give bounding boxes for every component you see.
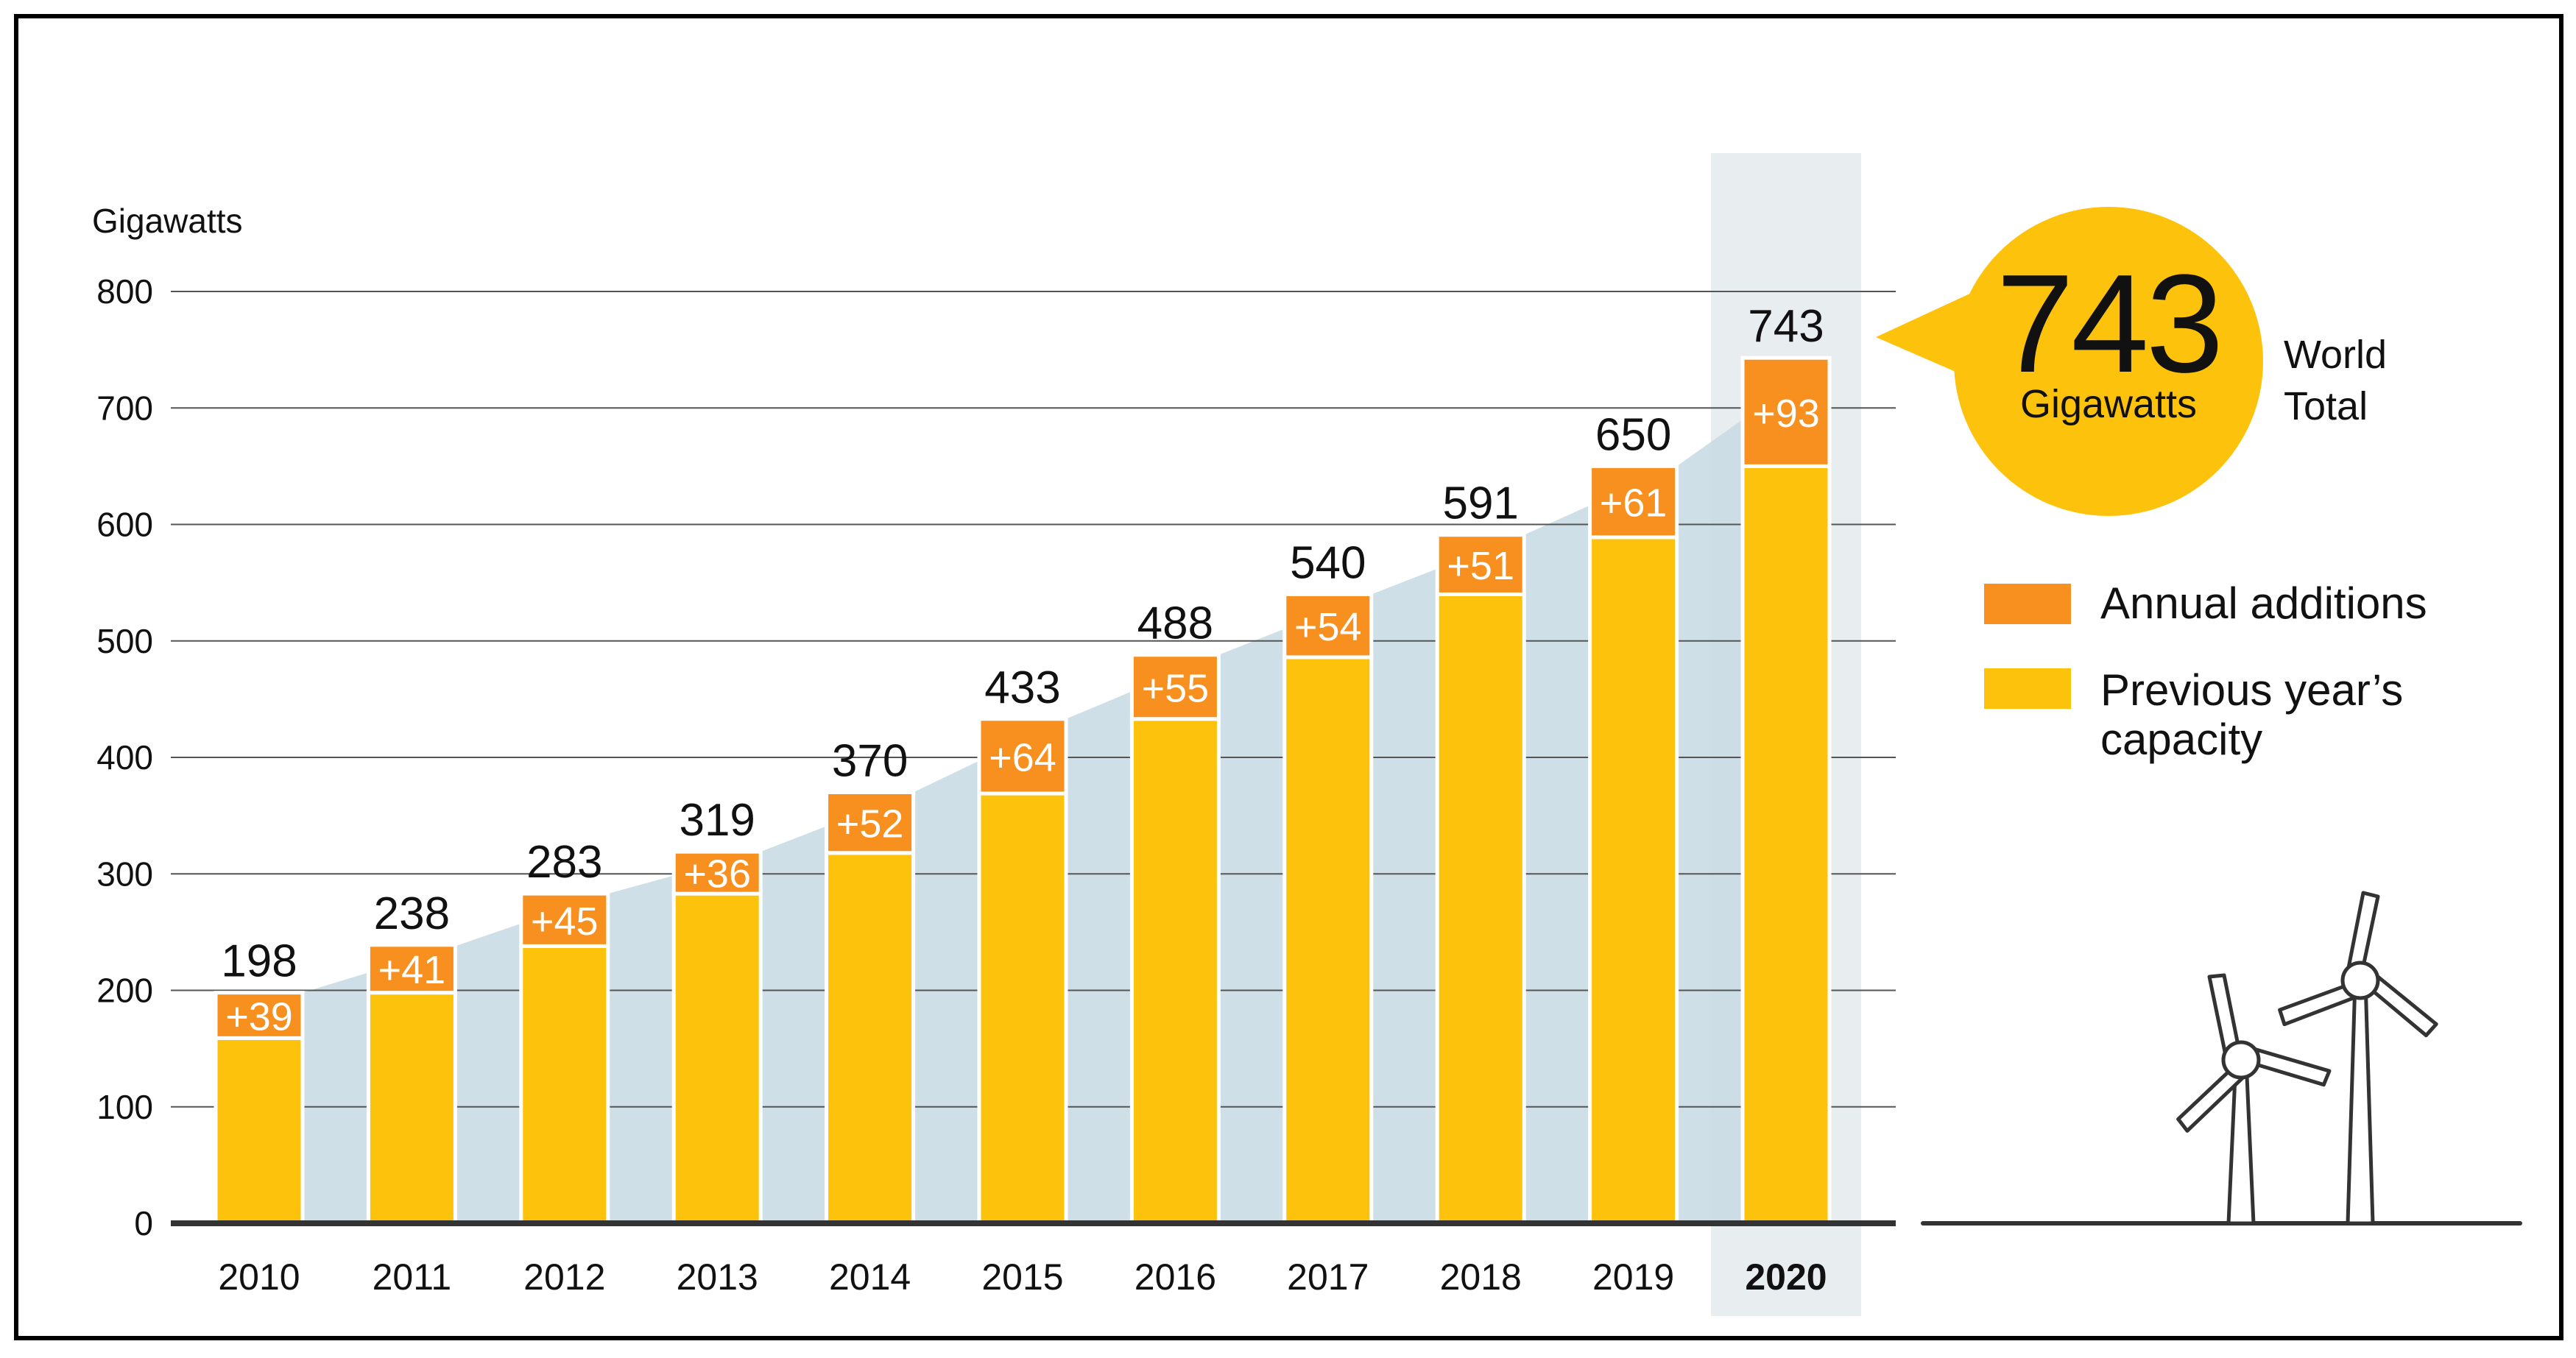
bar-previous-2018 xyxy=(1435,592,1526,1226)
y-axis-label: Gigawatts xyxy=(92,202,243,240)
x-tick-label-2017: 2017 xyxy=(1287,1256,1369,1298)
addition-label-2018: +51 xyxy=(1447,544,1514,588)
addition-label-2019: +61 xyxy=(1600,481,1668,526)
bar-annual-2013 xyxy=(671,849,763,896)
callout-value: 743 xyxy=(1996,246,2220,402)
bar-previous-2013 xyxy=(671,891,763,1226)
bar-annual-2012 xyxy=(519,891,610,948)
total-label-2020: 743 xyxy=(1748,301,1824,352)
total-label-2018: 591 xyxy=(1442,478,1518,529)
y-tick-label-800: 800 xyxy=(96,272,153,311)
bar-annual-2020 xyxy=(1740,356,1832,468)
x-tick-label-2010: 2010 xyxy=(218,1256,300,1298)
addition-label-2012: +45 xyxy=(531,899,599,944)
y-tick-label-500: 500 xyxy=(96,622,153,660)
x-tick-label-2013: 2013 xyxy=(677,1256,758,1298)
total-label-2015: 433 xyxy=(984,662,1060,713)
world-total-callout: 743 Gigawatts World Total xyxy=(1876,207,2387,516)
total-label-2019: 650 xyxy=(1595,409,1671,460)
total-label-2017: 540 xyxy=(1290,537,1366,588)
callout-label-line1: World xyxy=(2284,333,2387,377)
x-tick-label-2014: 2014 xyxy=(829,1256,911,1298)
bar-annual-2018 xyxy=(1435,533,1526,596)
total-label-2014: 370 xyxy=(832,735,908,786)
bar-annual-2016 xyxy=(1129,653,1221,721)
bar-annual-2019 xyxy=(1588,464,1679,540)
y-tick-label-400: 400 xyxy=(96,738,153,777)
bar-previous-2015 xyxy=(977,791,1068,1226)
y-tick-label-600: 600 xyxy=(96,506,153,544)
callout-unit: Gigawatts xyxy=(2020,382,2197,426)
x-tick-label-2011: 2011 xyxy=(373,1256,452,1298)
wind-turbines-illustration xyxy=(1921,891,2522,1226)
legend: Annual additions Previous year’s capacit… xyxy=(1984,579,2427,764)
x-tick-label-2015: 2015 xyxy=(981,1256,1063,1298)
callout-bubble xyxy=(1954,207,2263,516)
addition-label-2013: +36 xyxy=(683,852,751,897)
x-tick-label-2016: 2016 xyxy=(1135,1256,1216,1298)
total-label-2013: 319 xyxy=(679,795,755,846)
total-label-2016: 488 xyxy=(1137,598,1213,649)
legend-swatch-annual-additions xyxy=(1984,584,2071,624)
addition-label-2016: +55 xyxy=(1142,666,1210,710)
addition-label-2011: +41 xyxy=(378,948,446,992)
addition-label-2015: +64 xyxy=(989,735,1056,779)
wind-turbine-small-icon xyxy=(2176,973,2332,1226)
y-tick-label-300: 300 xyxy=(96,855,153,893)
bar-previous-2010 xyxy=(214,1036,305,1226)
total-label-2011: 238 xyxy=(374,888,450,939)
legend-label-previous-capacity-line1: Previous year’s xyxy=(2100,665,2403,715)
y-tick-label-200: 200 xyxy=(96,972,153,1010)
y-tick-label-700: 700 xyxy=(96,389,153,427)
legend-swatch-previous-capacity xyxy=(1984,668,2071,709)
bar-previous-2011 xyxy=(366,991,457,1226)
bar-annual-2011 xyxy=(366,943,457,995)
bar-previous-2017 xyxy=(1282,655,1374,1226)
legend-label-annual-additions: Annual additions xyxy=(2100,579,2427,628)
x-tick-label-2012: 2012 xyxy=(523,1256,605,1298)
bar-annual-2014 xyxy=(825,790,916,855)
bar-previous-2016 xyxy=(1129,717,1221,1226)
bar-annual-2017 xyxy=(1282,592,1374,659)
total-label-2010: 198 xyxy=(221,936,297,987)
x-tick-label-2020: 2020 xyxy=(1745,1256,1827,1298)
x-tick-label-2018: 2018 xyxy=(1440,1256,1522,1298)
bar-annual-2010 xyxy=(214,991,305,1040)
addition-label-2020: +93 xyxy=(1752,392,1820,436)
bar-annual-2015 xyxy=(977,717,1068,796)
bar-previous-2012 xyxy=(519,944,610,1226)
addition-label-2014: +52 xyxy=(836,802,904,846)
legend-label-previous-capacity-line2: capacity xyxy=(2100,715,2262,764)
wind-turbine-large-icon xyxy=(2278,891,2438,1226)
bar-previous-2019 xyxy=(1588,535,1679,1226)
total-label-2012: 283 xyxy=(526,837,602,888)
callout-label-line2: Total xyxy=(2284,384,2368,428)
x-tick-label-2019: 2019 xyxy=(1592,1256,1674,1298)
addition-label-2017: +54 xyxy=(1294,605,1362,649)
y-tick-label-100: 100 xyxy=(96,1088,153,1126)
y-tick-label-0: 0 xyxy=(134,1204,153,1242)
bar-previous-2020 xyxy=(1740,464,1832,1226)
addition-label-2010: +39 xyxy=(225,995,293,1039)
bar-previous-2014 xyxy=(825,851,916,1226)
